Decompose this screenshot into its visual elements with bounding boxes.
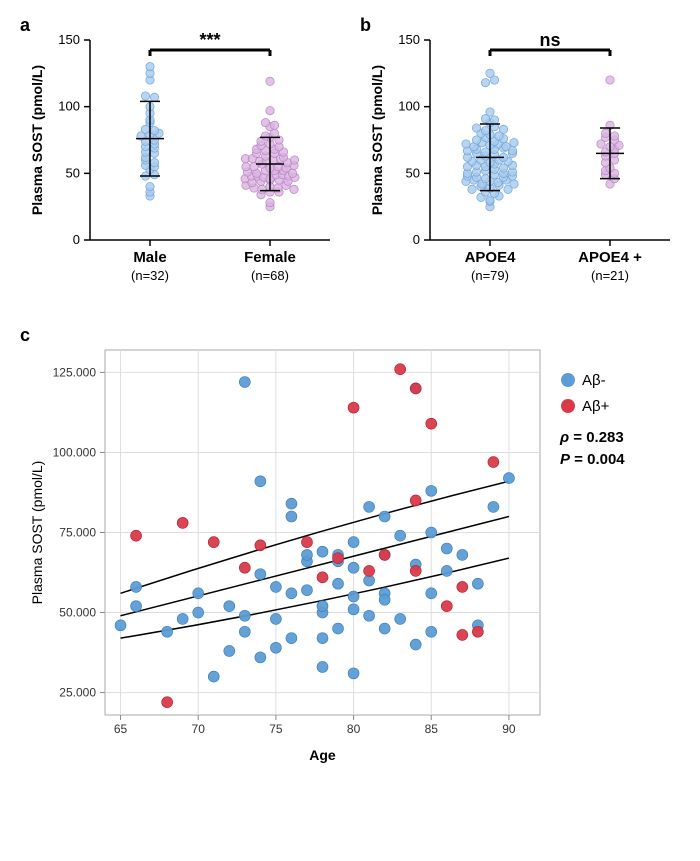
top-row: a 050100150Plasma SOST (pmol/L)***Male(n… bbox=[20, 20, 680, 300]
svg-text:Plasma SOST (pmol/L): Plasma SOST (pmol/L) bbox=[29, 461, 45, 605]
svg-text:***: *** bbox=[199, 30, 220, 50]
svg-text:150: 150 bbox=[398, 32, 420, 47]
svg-text:P = 0.004: P = 0.004 bbox=[560, 451, 625, 468]
svg-text:100: 100 bbox=[398, 99, 420, 114]
svg-text:75.000: 75.000 bbox=[59, 526, 96, 540]
svg-text:85: 85 bbox=[425, 722, 439, 736]
svg-text:(n=68): (n=68) bbox=[251, 268, 289, 283]
svg-text:125.000: 125.000 bbox=[53, 365, 97, 379]
svg-text:(n=32): (n=32) bbox=[131, 268, 169, 283]
svg-text:ρ = 0.283: ρ = 0.283 bbox=[559, 429, 624, 446]
svg-text:Plasma SOST (pmol/L): Plasma SOST (pmol/L) bbox=[369, 65, 385, 215]
svg-text:80: 80 bbox=[347, 722, 361, 736]
svg-text:0: 0 bbox=[413, 232, 420, 247]
panel-label-b: b bbox=[360, 15, 371, 36]
panel-label-c: c bbox=[20, 325, 30, 346]
svg-text:Aβ+: Aβ+ bbox=[582, 398, 610, 415]
svg-text:Aβ-: Aβ- bbox=[582, 372, 606, 389]
svg-text:APOE4 +: APOE4 + bbox=[578, 249, 642, 266]
svg-text:150: 150 bbox=[58, 32, 80, 47]
panel-c: c 65707580859025.00050.00075.000100.0001… bbox=[20, 330, 680, 770]
panel-a: a 050100150Plasma SOST (pmol/L)***Male(n… bbox=[20, 20, 340, 300]
svg-text:50.000: 50.000 bbox=[59, 606, 96, 620]
figure: a 050100150Plasma SOST (pmol/L)***Male(n… bbox=[20, 20, 680, 770]
svg-text:25.000: 25.000 bbox=[59, 686, 96, 700]
svg-text:75: 75 bbox=[269, 722, 283, 736]
svg-text:0: 0 bbox=[73, 232, 80, 247]
chart-c: 65 70 75 80 85 90 25.000 50.000 75.000 100.000 125… bbox=[20, 330, 680, 770]
svg-text:90: 90 bbox=[502, 722, 516, 736]
svg-text:ns: ns bbox=[539, 30, 560, 50]
svg-text:APOE4: APOE4 bbox=[465, 249, 517, 266]
svg-text:(n=21): (n=21) bbox=[591, 268, 629, 283]
chart-a: 0 50 100 150 Plasma SOST (pmol/L) *** Male (n=3… bbox=[20, 20, 340, 300]
svg-text:100: 100 bbox=[58, 99, 80, 114]
svg-text:Female: Female bbox=[244, 249, 296, 266]
panel-label-a: a bbox=[20, 15, 30, 36]
svg-text:Plasma SOST (pmol/L): Plasma SOST (pmol/L) bbox=[29, 65, 45, 215]
svg-text:70: 70 bbox=[192, 722, 206, 736]
svg-text:50: 50 bbox=[406, 165, 420, 180]
svg-text:Male: Male bbox=[133, 249, 166, 266]
svg-text:50: 50 bbox=[66, 165, 80, 180]
svg-text:(n=79): (n=79) bbox=[471, 268, 509, 283]
svg-text:100.000: 100.000 bbox=[53, 445, 97, 459]
svg-text:65: 65 bbox=[114, 722, 128, 736]
panel-b: b 050100150Plasma SOST (pmol/L)nsAPOE4(n… bbox=[360, 20, 680, 300]
chart-b: 0 50 100 150 Plasma SOST (pmol/L) ns APOE4 (n=7… bbox=[360, 20, 680, 300]
svg-text:Age: Age bbox=[309, 747, 336, 763]
